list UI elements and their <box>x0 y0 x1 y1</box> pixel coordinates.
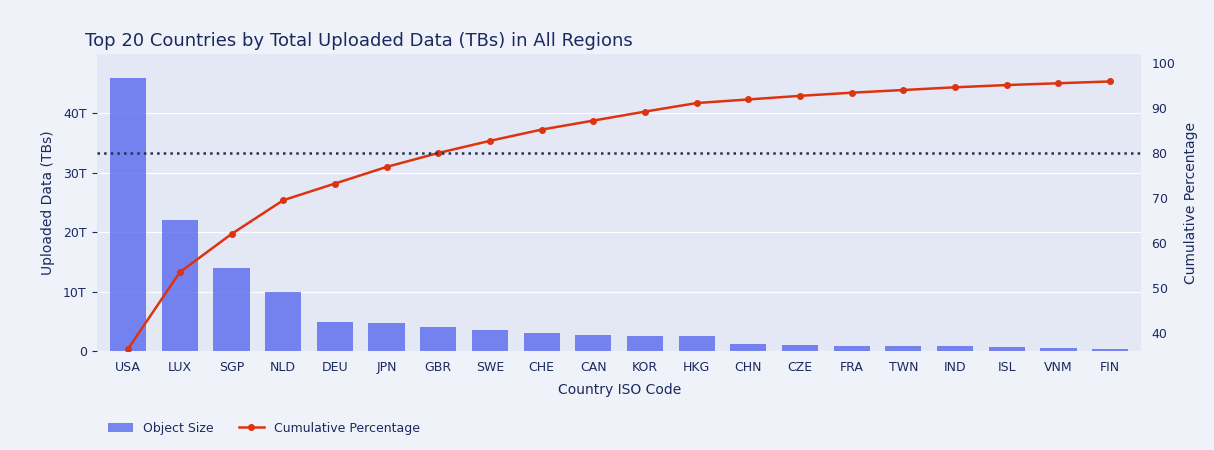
Bar <box>420 327 456 351</box>
Bar <box>1040 348 1077 351</box>
Bar <box>679 336 715 351</box>
Bar <box>523 333 560 351</box>
Bar <box>834 346 869 351</box>
Y-axis label: Uploaded Data (TBs): Uploaded Data (TBs) <box>41 130 55 275</box>
Bar <box>472 329 507 351</box>
Bar <box>731 344 766 351</box>
Legend: Object Size, Cumulative Percentage: Object Size, Cumulative Percentage <box>103 417 425 440</box>
Bar <box>626 336 663 351</box>
Bar <box>988 347 1025 351</box>
Bar <box>317 323 353 351</box>
Bar <box>369 323 404 351</box>
Bar <box>1093 349 1128 351</box>
Bar <box>782 345 818 351</box>
Bar <box>937 346 974 351</box>
Bar <box>110 78 146 351</box>
Bar <box>161 220 198 351</box>
Bar <box>885 346 921 351</box>
Bar <box>575 335 612 351</box>
X-axis label: Country ISO Code: Country ISO Code <box>557 383 681 397</box>
Y-axis label: Cumulative Percentage: Cumulative Percentage <box>1184 122 1198 284</box>
Text: Top 20 Countries by Total Uploaded Data (TBs) in All Regions: Top 20 Countries by Total Uploaded Data … <box>85 32 632 50</box>
Bar <box>214 268 250 351</box>
Bar <box>265 292 301 351</box>
